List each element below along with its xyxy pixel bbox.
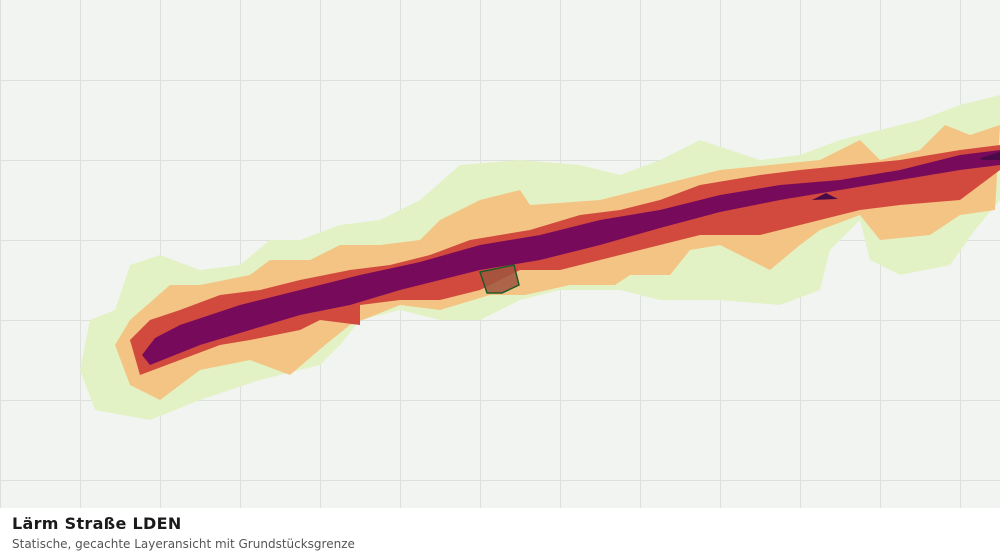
title: Lärm Straße LDEN: [12, 514, 182, 533]
caption: Lärm Straße LDEN Statische, gecachte Lay…: [0, 508, 1000, 560]
noise-zone-extreme: [812, 193, 838, 200]
noise-zone-very-high: [142, 150, 1000, 365]
noise-zone-high: [130, 145, 1000, 375]
property-boundary: [479, 264, 520, 294]
noise-zone-extreme: [980, 152, 1000, 160]
subtitle: Statische, gecachte Layeransicht mit Gru…: [12, 537, 355, 551]
map: [0, 0, 1000, 508]
